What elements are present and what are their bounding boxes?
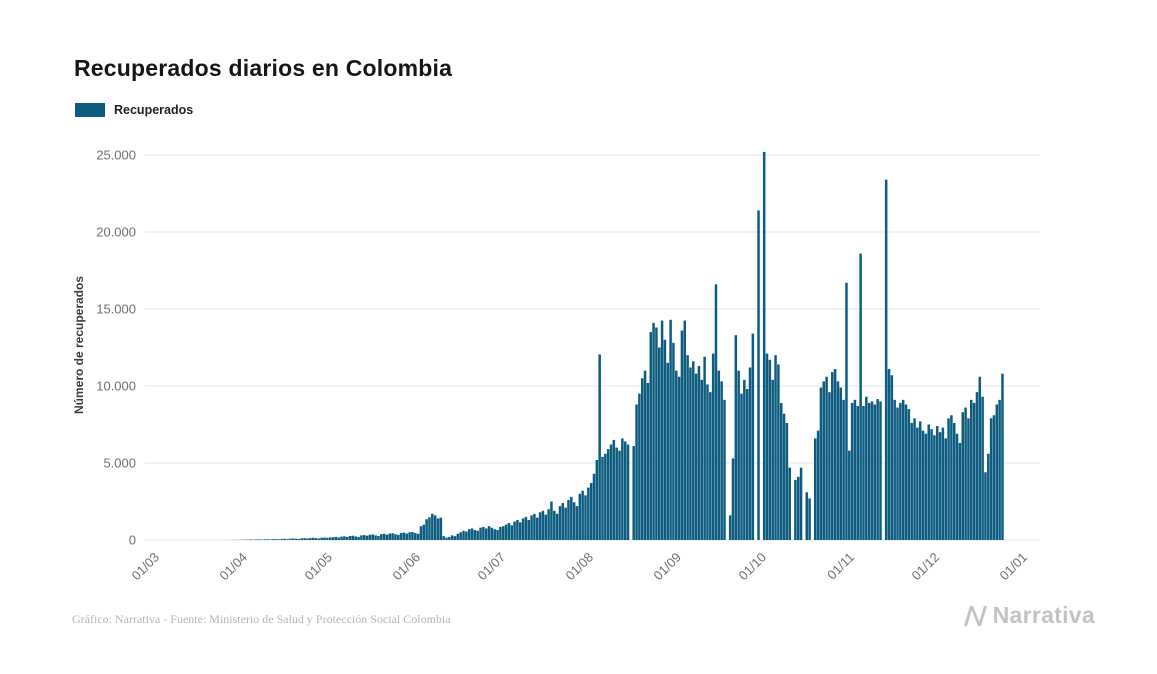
chart-credit: Gráfico: Narrativa - Fuente: Ministerio …: [72, 612, 451, 626]
narrativa-logo-text: Narrativa: [992, 602, 1095, 628]
svg-text:25.000: 25.000: [96, 148, 136, 163]
svg-text:01/08: 01/08: [563, 550, 597, 584]
bars-recuperados: [229, 151, 1004, 541]
svg-text:01/04: 01/04: [216, 550, 250, 584]
narrativa-logo: Narrativa: [963, 602, 1095, 629]
y-tick-labels: 0 5.000 10.000 15.000 20.000 25.000: [96, 148, 136, 548]
svg-text:01/12: 01/12: [909, 550, 943, 584]
bar-chart: 0 5.000 10.000 15.000 20.000 25.000 01/03 01/04…: [96, 148, 1040, 584]
legend-swatch-recuperados: [75, 103, 105, 117]
svg-text:5.000: 5.000: [103, 456, 136, 471]
svg-text:01/07: 01/07: [475, 550, 509, 584]
svg-text:20.000: 20.000: [96, 225, 136, 240]
legend: Recuperados: [75, 103, 193, 117]
x-tick-labels: 01/03 01/04 01/05 01/06 01/07 01/08 01/09 01/10…: [129, 550, 1031, 584]
svg-text:01/03: 01/03: [129, 550, 163, 584]
svg-text:15.000: 15.000: [96, 302, 136, 317]
narrativa-logo-icon: [963, 605, 987, 626]
svg-text:10.000: 10.000: [96, 379, 136, 394]
svg-text:01/01: 01/01: [997, 550, 1031, 584]
svg-text:0: 0: [129, 533, 136, 548]
svg-text:01/05: 01/05: [302, 550, 336, 584]
svg-text:01/10: 01/10: [736, 550, 770, 584]
svg-text:01/06: 01/06: [389, 550, 423, 584]
chart-title: Recuperados diarios en Colombia: [74, 55, 453, 82]
svg-text:01/09: 01/09: [650, 550, 684, 584]
svg-text:01/11: 01/11: [824, 550, 857, 583]
legend-label-recuperados: Recuperados: [114, 103, 194, 117]
